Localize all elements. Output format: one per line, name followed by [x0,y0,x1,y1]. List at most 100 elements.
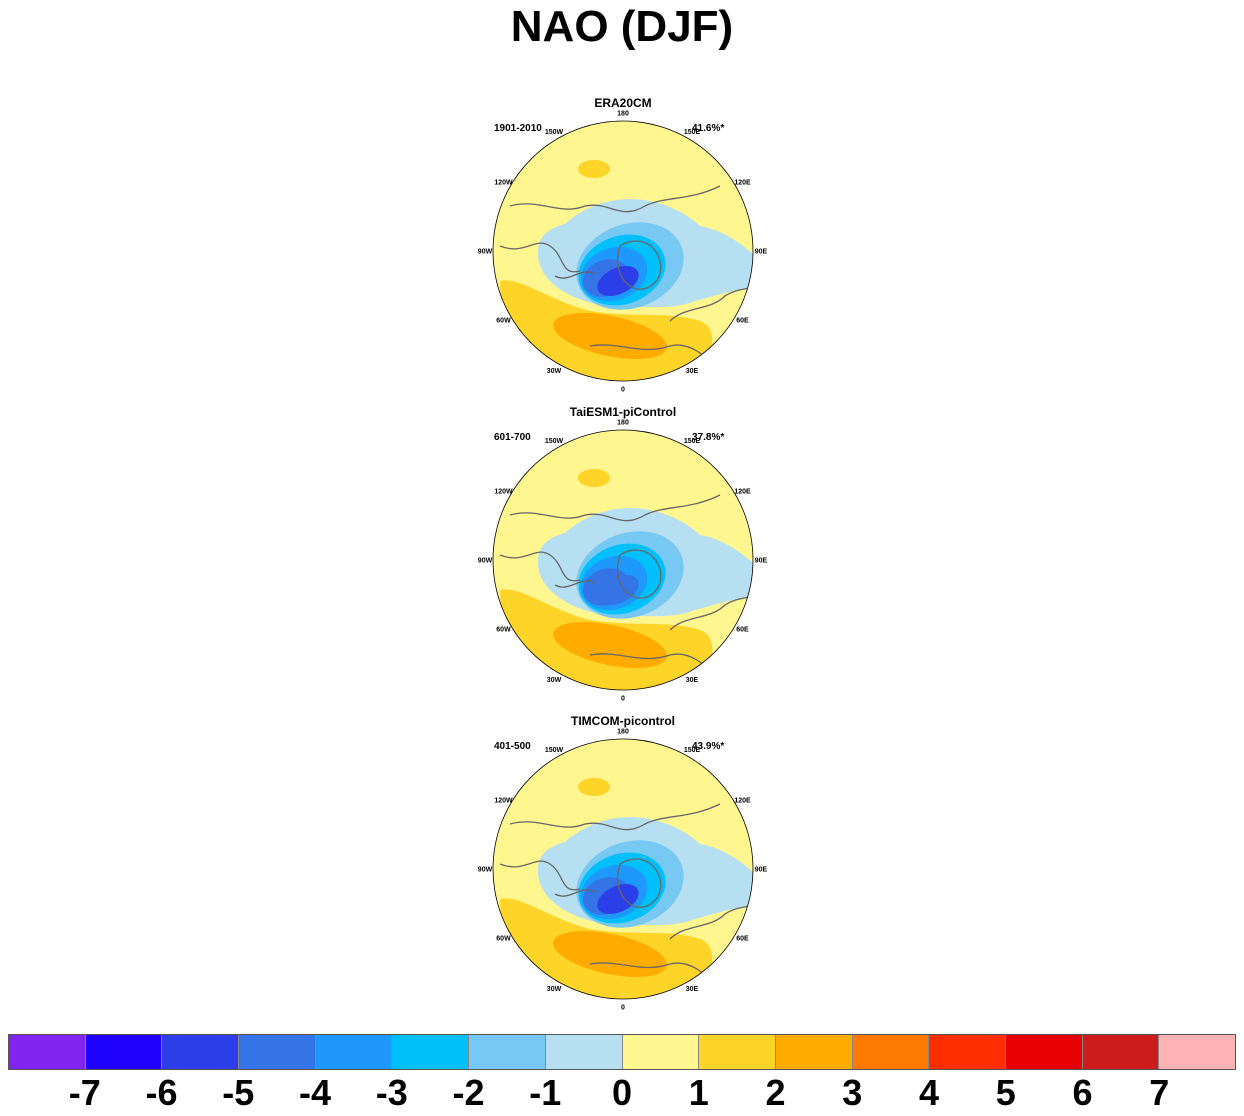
colorbar-box [852,1035,930,1069]
longitude-label: 60E [736,936,749,943]
longitude-label: 90W [478,867,493,874]
coastline [499,551,581,582]
longitude-label: 90W [478,558,493,565]
colorbar-tick-label: 7 [1149,1072,1170,1113]
colorbar-tick-label: 5 [995,1072,1016,1113]
colorbar-tick-label: -1 [529,1072,562,1113]
longitude-label: 90E [755,249,768,256]
map-panel-timcom: TIMCOM-picontrol 401-500 43.9%* 180 150E 1… [470,714,776,1024]
colorbar [8,1034,1236,1070]
longitude-label: 90E [755,867,768,874]
longitude-label: 150E [684,438,701,445]
longitude-label: 120W [494,180,513,187]
polar-map: 180 150E 120E 90E 60E 30E 0 30W 60W 90W 120W 150W [478,420,768,703]
longitude-label: 90W [478,249,493,256]
coastline [509,494,721,522]
positive-anomaly-contour [578,160,610,178]
longitude-label: 30E [686,368,699,375]
coastline [509,185,721,213]
longitude-label: 30W [547,677,562,684]
longitude-label: 120E [734,180,751,187]
longitude-label: 0 [621,1005,625,1012]
longitude-label: 120W [494,489,513,496]
longitude-label: 90E [755,558,768,565]
longitude-label: 180 [617,420,629,427]
positive-anomaly-contour [553,931,667,977]
map-panel-era20cm: ERA20CM 1901-2010 41.6%* 180 150E 120E 90E 6… [470,96,776,406]
positive-anomaly-contour [553,622,667,668]
panel-variance: 43.9%* [692,741,725,752]
colorbar-tick-label: -3 [375,1072,408,1113]
panel-title: ERA20CM [594,96,652,110]
colorbar-tick-label: 1 [688,1072,709,1113]
panel-title: TIMCOM-picontrol [571,714,675,728]
negative-anomaly-core [597,265,639,297]
colorbar-tick-label: 2 [765,1072,786,1113]
colorbar-box [545,1035,623,1069]
longitude-label: 30E [686,677,699,684]
map-border [492,120,754,382]
coastline [617,858,662,908]
colorbar-box [1159,1035,1235,1069]
panel-variance: 37.8%* [692,432,725,443]
longitude-label: 0 [621,696,625,703]
colorbar-tick-label: -6 [145,1072,178,1113]
colorbar-box [162,1035,240,1069]
negative-anomaly-core [597,574,639,606]
longitude-label: 120E [734,798,751,805]
colorbar-box [239,1035,316,1069]
longitude-label: 150W [545,129,564,136]
longitude-label: 150E [684,747,701,754]
coastline [669,589,753,631]
colorbar-tick-label: -4 [298,1072,332,1113]
panel-period: 401-500 [494,741,531,752]
coastline [554,271,596,279]
longitude-label: 150W [545,438,564,445]
map-panel-taiesm1: TaiESM1-piControl 601-700 37.8%* 180 150E… [470,405,776,715]
colorbar-box [775,1035,853,1069]
negative-anomaly-core [597,883,639,915]
colorbar-box [85,1035,163,1069]
longitude-label: 120W [494,798,513,805]
coastline [617,240,662,290]
colorbar-tick-label: -5 [222,1072,255,1113]
panel-variance: 41.6%* [692,123,725,134]
positive-anomaly-contour [578,778,610,796]
colorbar-tick-label: 3 [842,1072,863,1113]
colorbar-box [1082,1035,1160,1069]
colorbar-box [699,1035,776,1069]
panel-title: TaiESM1-piControl [569,405,677,419]
map-border [492,429,754,691]
longitude-label: 30E [686,986,699,993]
panel-period: 601-700 [494,432,531,443]
colorbar-box [469,1035,546,1069]
longitude-label: 150W [545,747,564,754]
longitude-label: 60W [496,318,511,325]
positive-anomaly-contour [578,469,610,487]
positive-anomaly-contour [553,313,667,359]
colorbar-tick-label: 4 [918,1072,940,1113]
coastline [617,549,662,599]
longitude-label: 180 [617,111,629,118]
longitude-label: 180 [617,729,629,736]
coastline [499,242,581,273]
coastline [509,803,721,831]
polar-map: 180 150E 120E 90E 60E 30E 0 30W 60W 90W 120W 150W [478,111,768,394]
coastline [554,580,596,588]
colorbar-box [9,1035,86,1069]
polar-map: 180 150E 120E 90E 60E 30E 0 30W 60W 90W 120W 150W [478,729,768,1012]
colorbar-tick-label: 0 [611,1072,633,1113]
longitude-label: 120E [734,489,751,496]
colorbar-box [392,1035,470,1069]
longitude-label: 60E [736,627,749,634]
coastline [669,280,753,322]
longitude-label: 30W [547,986,562,993]
colorbar-box [1005,1035,1083,1069]
colorbar-box [622,1035,700,1069]
longitude-label: 60W [496,627,511,634]
panel-period: 1901-2010 [494,123,542,134]
longitude-label: 60W [496,936,511,943]
map-border [492,738,754,1000]
colorbar-tick-label: 6 [1072,1072,1093,1113]
figure-title: NAO (DJF) [510,2,734,51]
